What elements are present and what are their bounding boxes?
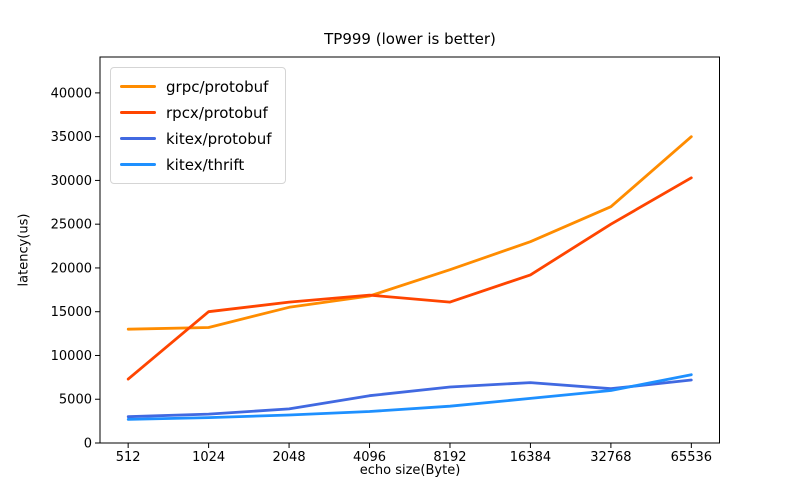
svg-text:1024: 1024 xyxy=(192,450,225,465)
legend-item-kitex-protobuf: kitex/protobuf xyxy=(120,129,272,148)
svg-text:4096: 4096 xyxy=(353,450,386,465)
legend-item-rpcx-protobuf: rpcx/protobuf xyxy=(120,103,272,122)
legend-label: rpcx/protobuf xyxy=(166,103,268,122)
series-line-grpc-protobuf xyxy=(126,135,693,331)
plot-frame xyxy=(99,56,720,444)
legend-item-kitex-thrift: kitex/thrift xyxy=(120,155,272,174)
svg-text:20000: 20000 xyxy=(51,261,92,276)
series-line-rpcx-protobuf xyxy=(126,176,693,381)
svg-text:10000: 10000 xyxy=(51,349,92,364)
legend: grpc/protobuf rpcx/protobuf kitex/protob… xyxy=(110,67,286,184)
svg-text:32768: 32768 xyxy=(590,450,631,465)
series-line-kitex-thrift xyxy=(126,373,693,421)
legend-label: kitex/thrift xyxy=(166,155,245,174)
y-axis-ticks: 0 5000 10000 15000 20000 25000 30000 35000 40000 xyxy=(51,86,100,452)
svg-text:8192: 8192 xyxy=(433,450,466,465)
svg-text:2048: 2048 xyxy=(273,450,306,465)
svg-text:16384: 16384 xyxy=(510,450,551,465)
legend-item-grpc-protobuf: grpc/protobuf xyxy=(120,77,272,96)
x-axis-label: echo size(Byte) xyxy=(359,463,461,478)
svg-text:15000: 15000 xyxy=(51,305,92,320)
series-line-kitex-protobuf xyxy=(126,378,693,419)
legend-swatch-kitex-protobuf xyxy=(120,137,156,140)
y-axis-label: latency(us) xyxy=(16,213,32,287)
svg-text:30000: 30000 xyxy=(51,174,92,189)
svg-text:5000: 5000 xyxy=(59,393,92,408)
svg-text:25000: 25000 xyxy=(51,218,92,233)
legend-swatch-kitex-thrift xyxy=(120,163,156,166)
legend-label: grpc/protobuf xyxy=(166,77,269,96)
chart-title: TP999 (lower is better) xyxy=(324,30,496,48)
svg-text:65536: 65536 xyxy=(671,450,712,465)
svg-text:40000: 40000 xyxy=(51,86,92,101)
legend-swatch-grpc-protobuf xyxy=(120,85,156,88)
svg-text:35000: 35000 xyxy=(51,130,92,145)
x-axis-ticks: 512 1024 2048 4096 8192 16384 32768 65536 xyxy=(116,443,712,465)
legend-swatch-rpcx-protobuf xyxy=(120,111,156,114)
svg-text:512: 512 xyxy=(116,450,141,465)
svg-text:0: 0 xyxy=(84,437,92,452)
legend-label: kitex/protobuf xyxy=(166,129,272,148)
